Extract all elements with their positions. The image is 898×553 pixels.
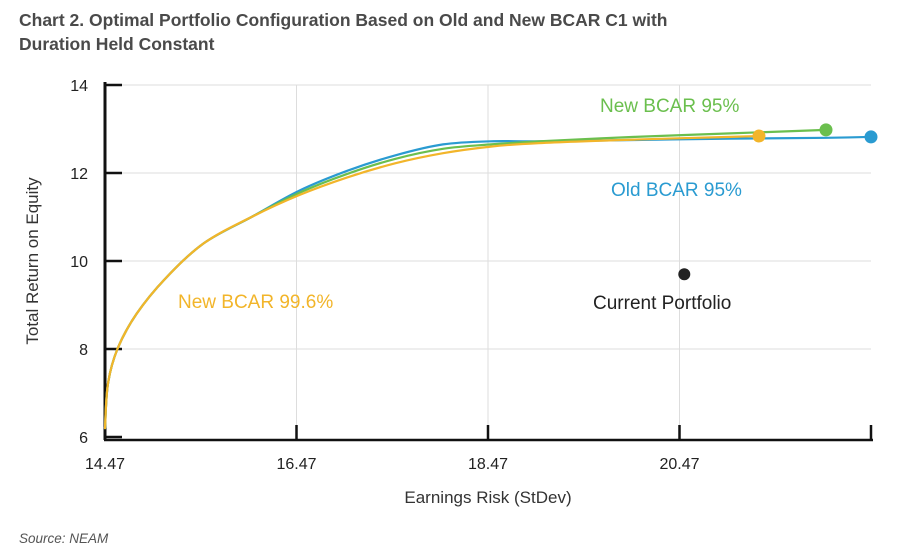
y-tick-label: 6	[79, 430, 88, 447]
chart-title-line-1: Chart 2. Optimal Portfolio Configuration…	[19, 10, 668, 30]
endpoint-marker-new-bcar-95	[819, 123, 833, 137]
y-tick-label: 12	[70, 166, 88, 183]
series-line-new-bcar-99-6	[103, 134, 761, 430]
x-tick-label: 20.47	[659, 456, 699, 473]
endpoint-marker-old-bcar-95	[864, 130, 878, 144]
current-portfolio-marker	[678, 268, 691, 281]
x-tick-label: 18.47	[468, 456, 508, 473]
annotation-old-bcar-95: Old BCAR 95%	[611, 180, 742, 201]
x-tick-label: 14.47	[85, 456, 125, 473]
x-tick-label: 16.47	[276, 456, 316, 473]
y-axis-label: Total Return on Equity	[23, 177, 42, 345]
y-tick-label: 8	[79, 342, 88, 359]
series-line-new-bcar-95	[103, 128, 828, 430]
annotation-new-bcar-99-6: New BCAR 99.6%	[178, 292, 333, 313]
annotation-new-bcar-95: New BCAR 95%	[600, 96, 739, 117]
annotation-current-portfolio: Current Portfolio	[593, 293, 731, 314]
x-axis-label: Earnings Risk (StDev)	[404, 488, 571, 507]
chart-title: Chart 2. Optimal Portfolio Configuration…	[19, 8, 879, 56]
series-lines	[103, 128, 873, 430]
series-annotations: New BCAR 95% Old BCAR 95% New BCAR 99.6%…	[178, 96, 742, 314]
axis-ticks: 6 8 10 12 14 14.47 16.47 18.47 20.47	[70, 78, 873, 473]
y-tick-label: 14	[70, 78, 88, 95]
source-note: Source: NEAM	[19, 531, 109, 546]
chart-title-line-2: Duration Held Constant	[19, 34, 215, 54]
endpoint-marker-new-bcar-99-6	[752, 129, 766, 143]
y-tick-label: 10	[70, 254, 88, 271]
series-markers	[678, 123, 878, 281]
